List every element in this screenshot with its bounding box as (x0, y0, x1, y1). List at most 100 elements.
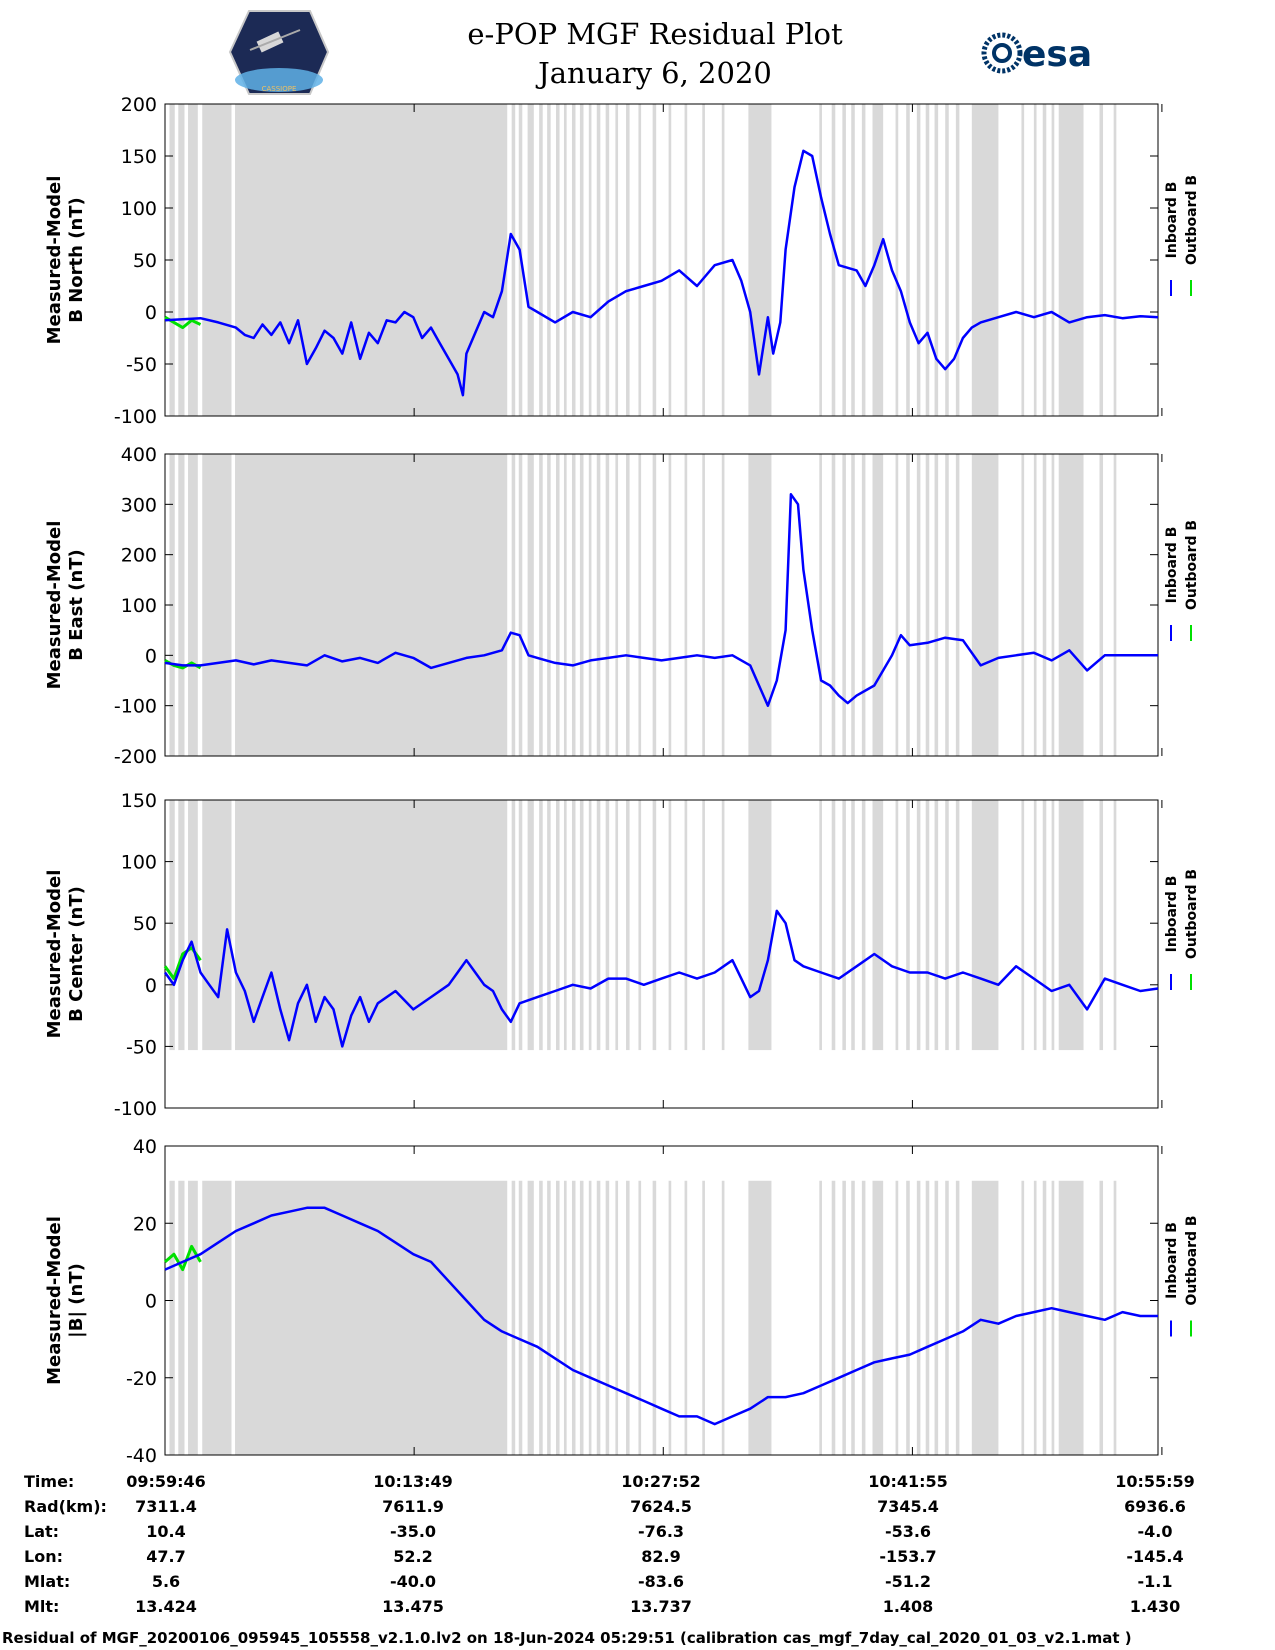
data-gap-band (668, 800, 672, 1051)
data-gap-band (235, 104, 508, 416)
data-gap-band (684, 1180, 688, 1455)
y-tick-label: 0 (145, 302, 157, 324)
table-cell: -76.3 (638, 1522, 684, 1541)
data-gap-band (596, 454, 601, 756)
table-cell: 82.9 (641, 1547, 680, 1566)
series-line-inboard (164, 1206, 1158, 1426)
y-tick-label: -200 (114, 746, 157, 768)
data-gap-band (188, 104, 198, 416)
data-gap-band (188, 454, 198, 756)
data-gap-band (626, 800, 630, 1051)
legend-label-outboard: Outboard B (1184, 869, 1200, 959)
data-gap-band (831, 800, 836, 1051)
data-gap-band (851, 800, 855, 1051)
data-gap-band (638, 800, 642, 1051)
data-gap-band (916, 454, 921, 756)
data-gap-band (1051, 104, 1055, 416)
data-gap-band (925, 1180, 930, 1455)
y-tick-label: 50 (133, 250, 157, 272)
data-gap-band (615, 104, 619, 416)
data-gap-band (702, 800, 705, 1051)
data-gap-band (1113, 1180, 1117, 1455)
data-gap-band (1113, 800, 1117, 1051)
data-gap-band (721, 800, 725, 1051)
data-gap-band (588, 104, 592, 416)
data-gap-band (605, 104, 610, 416)
data-gap-band (579, 1180, 584, 1455)
cassiope-logo-text: CASSIOPE (262, 85, 297, 93)
data-gap-band (588, 454, 592, 756)
table-cell: 10:55:59 (1115, 1472, 1195, 1491)
orbit-table: Time: Rad(km): Lat: Lon: Mlat: Mlt: 09:5… (24, 1472, 1195, 1616)
y-tick-label: 20 (133, 1213, 157, 1235)
data-gap-band (842, 1180, 846, 1455)
data-gap-band (527, 800, 534, 1051)
data-gap-band (511, 454, 516, 756)
data-gap-band (652, 454, 657, 756)
data-gap-band (842, 104, 846, 416)
data-gap-band (235, 800, 508, 1051)
data-gap-band (861, 1180, 866, 1455)
y-axis-label-line1: Measured-Model (44, 521, 65, 690)
y-tick-label: 100 (121, 595, 157, 617)
data-gap-band (563, 104, 567, 416)
legend-label-inboard: Inboard B (1164, 182, 1180, 259)
data-gap-band (571, 104, 576, 416)
row-label-mlt: Mlt: (24, 1597, 59, 1616)
esa-logo-text: esa (1022, 34, 1092, 75)
data-gap-band (971, 800, 999, 1051)
data-gap-band (626, 1180, 630, 1455)
data-gap-band (615, 454, 619, 756)
data-gap-band (1033, 454, 1037, 756)
data-gap-band (842, 800, 846, 1051)
data-gap-band (652, 800, 657, 1051)
data-gap-band (596, 800, 601, 1051)
row-label-mlat: Mlat: (24, 1572, 70, 1591)
data-gap-band (684, 800, 688, 1051)
series-line-inboard (164, 493, 1158, 707)
data-gap-band (906, 454, 910, 756)
data-gap-band (605, 1180, 610, 1455)
table-cell: -153.7 (879, 1547, 936, 1566)
data-gap-band (202, 454, 232, 756)
data-gap-band (1021, 800, 1025, 1051)
table-cell: -83.6 (638, 1572, 684, 1591)
series-line-outboard (164, 1244, 202, 1272)
y-tick-label: 200 (121, 545, 157, 567)
y-tick-label: 0 (145, 975, 157, 997)
y-tick-label: 0 (145, 645, 157, 667)
row-label-time: Time: (24, 1472, 74, 1491)
data-gap-band (851, 1180, 855, 1455)
data-gap-band (668, 454, 672, 756)
data-gap-band (178, 104, 185, 416)
data-gap-band (539, 800, 543, 1051)
y-axis-label-line1: Measured-Model (44, 176, 65, 345)
data-gap-band (934, 104, 939, 416)
data-gap-band (579, 104, 584, 416)
y-tick-label: 300 (121, 494, 157, 516)
y-tick-label: 0 (145, 1291, 157, 1313)
data-gap-band (945, 454, 949, 756)
data-gap-band (895, 800, 899, 1051)
data-gap-band (588, 800, 592, 1051)
y-tick-label: -40 (126, 1445, 157, 1467)
panel-2: -100 -50 0 50 100 150 Measured-Model B Center (… (44, 790, 1200, 1120)
data-gap-band (626, 454, 630, 756)
data-gap-band (1042, 454, 1047, 756)
data-gap-band (684, 454, 688, 756)
data-gap-band (539, 454, 543, 756)
footer-note: Residual of MGF_20200106_095945_105558_v… (2, 1629, 1132, 1647)
data-gap-band (652, 1180, 657, 1455)
data-gap-band (555, 454, 560, 756)
data-gap-band (955, 104, 960, 416)
data-gap-band (518, 454, 523, 756)
data-gap-band (555, 104, 560, 416)
legend-label-inboard: Inboard B (1164, 876, 1180, 953)
data-gap-band (169, 1180, 175, 1455)
y-tick-label: 50 (133, 913, 157, 935)
data-gap-band (626, 104, 630, 416)
data-gap-band (1033, 800, 1037, 1051)
panel-1: -200 -100 0 100 200 300 400 Measured-Model B Eas… (44, 444, 1200, 768)
table-cell: -40.0 (390, 1572, 436, 1591)
data-gap-band (605, 800, 610, 1051)
